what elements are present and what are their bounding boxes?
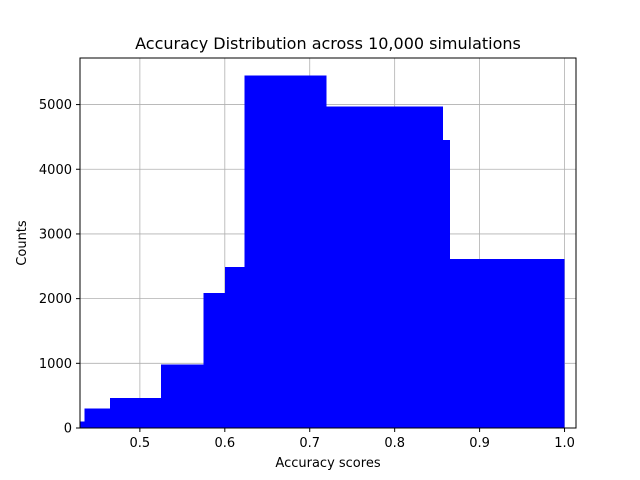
histogram-bar	[110, 398, 162, 428]
histogram-bars	[80, 75, 565, 429]
x-tick-label: 0.9	[469, 436, 490, 451]
histogram-bar	[326, 106, 444, 429]
plot-area-frame	[79, 57, 577, 429]
x-tick-label: 0.6	[214, 436, 235, 451]
histogram-bar	[203, 292, 225, 428]
x-tick-label: 0.5	[130, 436, 151, 451]
y-tick-label: 4000	[39, 163, 72, 178]
histogram-bar	[244, 75, 327, 429]
y-axis-ticks: 0 1000 2000 3000 4000 5000	[39, 98, 80, 437]
y-tick-label: 1000	[39, 357, 72, 372]
histogram-bar	[443, 140, 450, 429]
x-axis-ticks: 0.5 0.6 0.7 0.8 0.9 1.0	[130, 428, 575, 451]
histogram-bar	[84, 408, 111, 428]
histogram-bar	[224, 266, 245, 428]
y-axis-label: Counts	[15, 220, 30, 266]
y-tick-label: 0	[64, 422, 72, 437]
x-tick-label: 1.0	[554, 436, 575, 451]
x-tick-label: 0.8	[384, 436, 405, 451]
histogram-bar	[161, 364, 204, 428]
y-tick-label: 3000	[39, 227, 72, 242]
x-axis-label: Accuracy scores	[275, 456, 380, 471]
x-tick-label: 0.7	[299, 436, 320, 451]
y-tick-label: 2000	[39, 292, 72, 307]
histogram-bar	[449, 259, 565, 428]
chart-title: Accuracy Distribution across 10,000 simu…	[135, 34, 521, 53]
histogram-bar	[80, 421, 85, 428]
y-tick-label: 5000	[39, 98, 72, 113]
